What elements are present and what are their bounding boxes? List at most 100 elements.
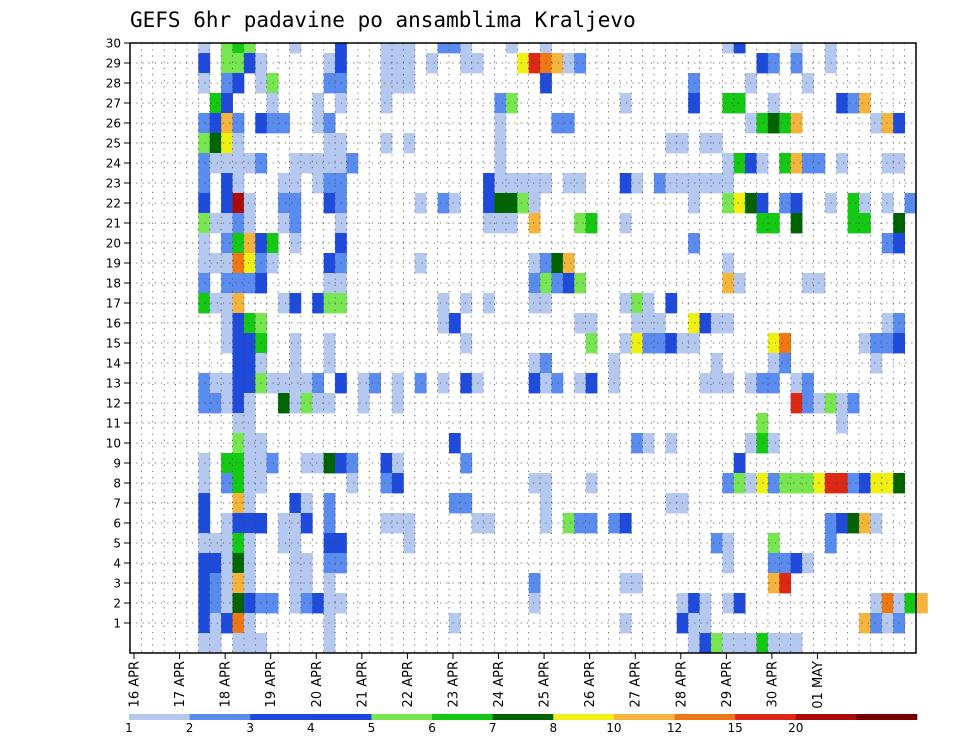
heatmap-cell [688,633,700,654]
heatmap-cell [448,43,461,54]
heatmap-cell [870,593,883,614]
heatmap-cell [654,173,666,194]
heatmap-cell [802,553,814,574]
heatmap-cell [209,553,222,574]
heatmap-cell [289,553,302,574]
heatmap-cell [448,493,461,514]
legend-swatch [310,714,372,720]
heatmap-cell [733,593,746,614]
heatmap-cell [289,353,302,374]
heatmap-cell [904,193,917,214]
heatmap-cell [232,113,245,134]
heatmap-cell [585,473,598,494]
heatmap-cell [335,43,347,54]
heatmap-cell [289,293,302,314]
heatmap-cell [585,213,598,234]
heatmap-cell [847,213,860,234]
legend-label: 10 [606,721,621,735]
y-tick-label: 28 [106,77,121,91]
heatmap-cell [562,273,575,294]
heatmap-cell [859,193,871,214]
heatmap-cell [232,473,245,494]
legend-label: 20 [788,721,803,735]
heatmap-cell [243,553,256,574]
heatmap-cell [528,213,541,234]
heatmap-cell [824,43,837,54]
heatmap-cell [198,133,211,154]
heatmap-cell [278,173,290,194]
heatmap-cell [392,53,404,74]
heatmap-cell [221,553,233,574]
heatmap-cell [380,513,393,534]
heatmap-cell [289,193,302,214]
heatmap-cell [198,43,211,54]
heatmap-cell [881,153,894,174]
heatmap-cell [209,593,222,614]
heatmap-cell [790,393,803,414]
heatmap-cell [847,473,860,494]
heatmap-cell [209,153,222,174]
heatmap-cell [665,173,678,194]
heatmap-cell [232,573,245,594]
y-tick-label: 12 [106,397,121,411]
heatmap-cell [859,613,871,634]
heatmap-cell [232,353,245,374]
x-tick-label: 29 APR [720,661,735,707]
heatmap-cell [243,573,256,594]
heatmap-cell [574,313,587,334]
heatmap-cell [198,233,211,254]
heatmap-cell [448,193,461,214]
heatmap-cell [255,633,268,654]
heatmap-cell [767,473,780,494]
heatmap-cell [722,633,735,654]
x-tick-label: 21 APR [355,661,370,707]
heatmap-cell [198,513,211,534]
heatmap-cell [847,193,860,214]
y-tick-label: 21 [106,217,121,231]
heatmap-cell [619,513,632,534]
legend-label: 1 [125,721,133,735]
heatmap-cell [779,333,792,354]
y-axis: 1234567891011121314151617181920212223242… [106,37,130,631]
y-tick-label: 4 [113,557,121,571]
heatmap-cell [209,133,222,154]
heatmap-cell [836,413,849,434]
heatmap-cell [198,553,211,574]
heatmap-cell [722,593,735,614]
heatmap-cell [437,43,450,54]
heatmap-cell [779,553,792,574]
heatmap-cell [221,613,233,634]
heatmap-cell [198,533,211,554]
heatmap-cell [278,393,290,414]
heatmap-cell [221,233,233,254]
y-tick-label: 20 [106,237,121,251]
legend-label: 2 [186,721,194,735]
heatmap-cell [790,213,803,234]
y-tick-label: 11 [106,417,121,431]
heatmap-cells [198,43,928,654]
heatmap-cell [209,113,222,134]
heatmap-cell [300,393,313,414]
heatmap-cell [300,513,313,534]
heatmap-cell [266,593,279,614]
heatmap-cell [392,43,404,54]
heatmap-cell [517,193,530,214]
heatmap-cell [392,513,404,534]
heatmap-cell [346,473,359,494]
heatmap-cell [688,593,700,614]
heatmap-cell [505,193,518,214]
heatmap-cell [221,373,233,394]
heatmap-cell [733,153,746,174]
heatmap-cell [779,193,792,214]
heatmap-cell [198,273,211,294]
heatmap-cell [631,293,644,314]
heatmap-cell [802,473,814,494]
heatmap-cell [232,333,245,354]
heatmap-cell [221,193,233,214]
heatmap-cell [221,533,233,554]
heatmap-cell [505,213,518,234]
heatmap-cell [642,313,655,334]
heatmap-cell [289,493,302,514]
heatmap-cell [221,53,233,74]
heatmap-cell [505,43,518,54]
